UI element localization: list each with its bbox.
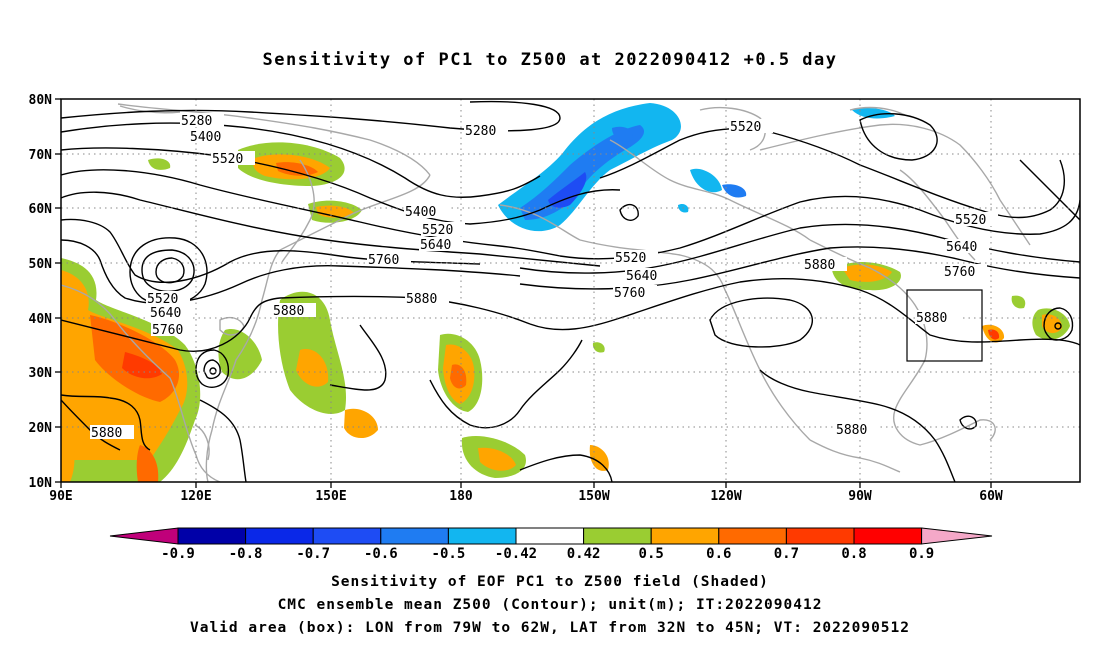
colorbar: -0.9 -0.8 -0.7 -0.6 -0.5 -0.42 0.42 0.5 … — [109, 527, 993, 562]
contour-label: 5880 — [273, 304, 304, 319]
lat-label: 10N — [29, 476, 53, 491]
colorbar-label: 0.7 — [774, 546, 799, 562]
gridlines — [61, 99, 1080, 482]
colorbar-label: -0.6 — [364, 546, 398, 562]
contour-label: 5880 — [406, 292, 437, 307]
contour-label: 5280 — [465, 124, 496, 139]
lon-label: 180 — [449, 489, 473, 504]
contour-label: 5400 — [190, 130, 221, 145]
lat-label: 60N — [29, 202, 53, 217]
caption-contour: CMC ensemble mean Z500 (Contour); unit(m… — [277, 597, 823, 613]
lat-label: 40N — [29, 312, 53, 327]
colorbar-segment — [515, 527, 585, 545]
lon-label: 90W — [848, 489, 872, 504]
contour-label: 5880 — [916, 311, 947, 326]
colorbar-segment — [650, 527, 720, 545]
contour-label: 5520 — [615, 251, 646, 266]
colorbar-label: -0.9 — [161, 546, 195, 562]
colorbar-left-arrow — [109, 527, 179, 545]
latitude-labels: 80N 70N 60N 50N 40N 30N 20N 10N — [29, 93, 53, 491]
contour-label: 5520 — [212, 152, 243, 167]
colorbar-label: -0.42 — [495, 546, 537, 562]
colorbar-right-arrow — [921, 527, 993, 545]
contour-label: 5760 — [368, 253, 399, 268]
contour-label: 5760 — [152, 323, 183, 338]
colorbar-segment — [312, 527, 382, 545]
colorbar-label: -0.7 — [296, 546, 330, 562]
contour-label: 5520 — [955, 213, 986, 228]
lat-label: 80N — [29, 93, 53, 108]
colorbar-label: -0.5 — [432, 546, 466, 562]
colorbar-segment — [718, 527, 787, 545]
plot-frame — [60, 98, 1081, 483]
colorbar-segment — [447, 527, 517, 545]
contour-label: 5760 — [614, 286, 645, 301]
lon-label: 120W — [710, 489, 741, 504]
contour-label: 5520 — [730, 120, 761, 135]
lat-label: 50N — [29, 257, 53, 272]
colorbar-segment — [853, 527, 923, 545]
contour-label: 5640 — [626, 269, 657, 284]
contour-label: 5640 — [150, 306, 181, 321]
colorbar-label: -0.8 — [229, 546, 263, 562]
colorbar-segment — [380, 527, 449, 545]
contour-label: 5880 — [91, 426, 122, 441]
contour-label: 5400 — [405, 205, 436, 220]
contour-label: 5640 — [946, 240, 977, 255]
colorbar-label: 0.6 — [706, 546, 731, 562]
contour-label: 5520 — [422, 223, 453, 238]
lon-label: 150E — [315, 489, 346, 504]
contour-label: 5280 — [181, 114, 212, 129]
contour-label: 5880 — [804, 258, 835, 273]
map-title: Sensitivity of PC1 to Z500 at 2022090412… — [262, 50, 838, 70]
colorbar-segment — [583, 527, 652, 545]
valid-area-box — [906, 289, 983, 362]
lon-label: 60W — [979, 489, 1003, 504]
contour-label-group: 5280 5400 5520 5280 5520 5400 5520 5640 … — [90, 113, 998, 441]
coastlines — [61, 103, 1031, 482]
caption-valid-area: Valid area (box): LON from 79W to 62W, L… — [189, 620, 910, 636]
colorbar-segment — [245, 527, 314, 545]
lon-label: 120E — [180, 489, 211, 504]
lon-label: 150W — [578, 489, 609, 504]
colorbar-segment — [785, 527, 855, 545]
lon-label: 90E — [49, 489, 72, 504]
lat-label: 70N — [29, 148, 53, 163]
caption-shaded: Sensitivity of EOF PC1 to Z500 field (Sh… — [331, 574, 769, 590]
contour-label: 5640 — [420, 238, 451, 253]
longitude-labels: 90E 120E 150E 180 150W 120W 90W 60W — [49, 489, 1003, 504]
lat-label: 30N — [29, 366, 53, 381]
colorbar-segment — [177, 527, 247, 545]
colorbar-label: 0.5 — [639, 546, 664, 562]
contour-label: 5880 — [836, 423, 867, 438]
colorbar-label: 0.42 — [567, 546, 601, 562]
contour-label: 5760 — [944, 265, 975, 280]
sensitivity-shading — [61, 103, 1070, 482]
contour-label: 5520 — [147, 292, 178, 307]
axis-ticks — [55, 98, 992, 488]
colorbar-label: 0.8 — [841, 546, 866, 562]
colorbar-label: 0.9 — [909, 546, 934, 562]
lat-label: 20N — [29, 421, 53, 436]
